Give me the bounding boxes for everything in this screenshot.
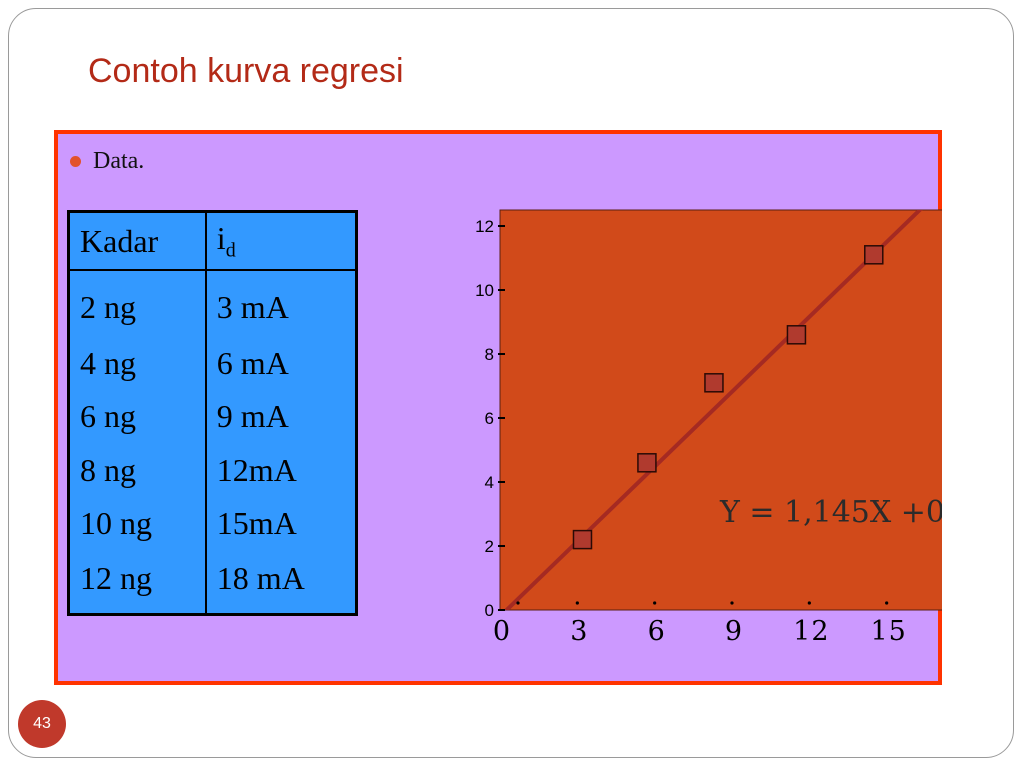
regression-chart: 0246810120369121518Y = 1,145X +0 [475,209,942,647]
content-box: Data. Kadar id 2 ng 3 mA 4 ng 6 mA 6 ng 9 m… [54,130,942,685]
x-tick-mark [653,601,657,605]
cell-id: 9 mA [204,389,357,444]
header-id-subscript: d [225,239,236,262]
cell-id: 3 mA [204,270,357,337]
data-point [786,325,807,345]
slide-number-badge: 43 [18,700,66,748]
header-kadar: Kadar [68,211,206,271]
y-tick-label: 8 [485,345,494,364]
bullet-text: Data. [93,148,145,174]
cell-id: 12mA [204,443,357,497]
x-tick-label: 6 [648,616,666,647]
bullet-item: Data. [70,148,144,175]
data-point [864,245,884,265]
x-tick-mark [730,601,734,605]
header-id-main: i [216,219,226,256]
x-tick-label: 9 [725,616,743,647]
table-header-row: Kadar id [68,211,357,271]
y-tick-label: 2 [485,537,494,556]
table-row: 8 ng 12mA [69,443,357,497]
cell-kadar: 10 ng [80,504,152,541]
cell-id: 6 mA [204,336,357,390]
bullet-dot-icon [70,156,81,167]
data-point [637,453,657,473]
cell-kadar: 12 ng [80,560,152,597]
data-point [704,373,724,393]
cell-id: 18 mA [204,550,357,615]
table-row: 2 ng 3 mA [69,270,357,337]
x-tick-mark [516,601,520,605]
data-table: Kadar id 2 ng 3 mA 4 ng 6 mA 6 ng 9 mA 8 ng… [67,210,358,616]
cell-kadar: 8 ng [80,451,136,488]
y-tick-label: 6 [485,409,494,428]
table-row: 4 ng 6 mA [69,336,357,390]
y-tick-label: 12 [475,217,494,236]
header-id: id [204,211,357,271]
x-tick-label: 15 [870,616,906,647]
slide-title: Contoh kurva regresi [88,52,404,90]
table-row: 10 ng 15mA [69,496,357,551]
x-tick-label: 12 [793,616,829,647]
cell-kadar: 4 ng [80,344,136,381]
x-tick-mark [575,601,579,605]
equation-label: Y = 1,145X +0 [719,495,942,530]
y-tick-label: 10 [475,281,494,300]
y-tick-label: 0 [485,601,494,620]
cell-id: 15mA [204,496,357,551]
table-row: 6 ng 9 mA [69,389,357,444]
table-row: 12 ng 18 mA [69,550,357,615]
x-tick-mark [807,601,811,605]
y-tick-label: 4 [485,473,494,492]
x-tick-label: 3 [570,616,588,647]
x-tick-mark [885,601,889,605]
cell-kadar: 6 ng [80,398,136,435]
x-tick-label: 0 [493,616,511,647]
data-point [572,529,593,550]
cell-kadar: 2 ng [80,289,136,326]
